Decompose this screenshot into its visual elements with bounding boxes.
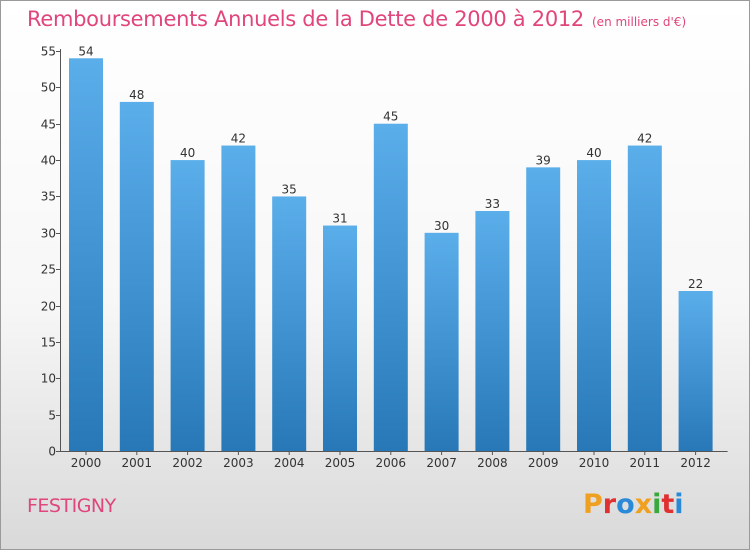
bar-2002 xyxy=(170,160,205,451)
bar-2007 xyxy=(424,232,459,451)
y-tick-label: 40 xyxy=(41,154,56,168)
x-tick-label-2011: 2011 xyxy=(630,456,661,470)
data-label-2001: 48 xyxy=(129,88,144,102)
data-label-2002: 40 xyxy=(180,146,195,160)
y-axis: 0 5 10 15 20 25 30 35 40 45 50 55 xyxy=(41,45,61,459)
x-tick-label-2009: 2009 xyxy=(528,456,559,470)
chart-unit: (en milliers d'€) xyxy=(592,15,687,29)
data-label-2003: 42 xyxy=(231,132,246,146)
logo-letter: r xyxy=(602,489,617,520)
x-tick-label-2001: 2001 xyxy=(122,456,153,470)
bar-2008 xyxy=(475,211,510,451)
x-tick-label-2008: 2008 xyxy=(477,456,508,470)
bar-2005 xyxy=(323,225,357,451)
data-label-2012: 22 xyxy=(688,277,703,291)
x-axis: 2000 2001 2002 2003 2004 2005 2006 2007 2008 2009… xyxy=(60,451,728,470)
data-label-2007: 30 xyxy=(434,219,449,233)
logo-letter: x xyxy=(634,489,653,520)
x-tick-label-2012: 2012 xyxy=(680,456,711,470)
bars xyxy=(69,58,713,452)
x-tick-label-2003: 2003 xyxy=(223,456,254,470)
data-label-2006: 45 xyxy=(383,110,398,124)
y-tick-label: 45 xyxy=(41,118,56,132)
bar-2004 xyxy=(272,196,307,451)
data-label-2000: 54 xyxy=(78,44,93,58)
logo-letter: o xyxy=(616,489,635,520)
commune-name: FESTIGNY xyxy=(27,495,116,517)
bar-2000 xyxy=(69,58,103,451)
bar-2011 xyxy=(627,145,662,451)
data-label-2009: 39 xyxy=(536,153,551,167)
data-label-2008: 33 xyxy=(485,197,500,211)
x-tick-label-2002: 2002 xyxy=(172,456,203,470)
y-tick-label: 30 xyxy=(41,227,56,241)
y-tick-label: 20 xyxy=(41,300,56,314)
x-tick-label-2000: 2000 xyxy=(71,456,102,470)
y-tick-label: 15 xyxy=(41,336,56,350)
x-tick-label-2007: 2007 xyxy=(426,456,457,470)
bar-2006 xyxy=(373,123,408,452)
logo-letter: i xyxy=(674,489,684,520)
y-tick-label: 25 xyxy=(41,263,56,277)
logo-letter: t xyxy=(661,489,675,520)
bar-2003 xyxy=(221,145,256,451)
data-label-2010: 40 xyxy=(586,146,601,160)
bar-2009 xyxy=(526,167,561,451)
logo-letter: P xyxy=(583,489,603,520)
y-tick-label: 10 xyxy=(41,372,56,386)
x-tick-label-2006: 2006 xyxy=(376,456,407,470)
bar-2012 xyxy=(678,291,713,451)
y-tick-label: 0 xyxy=(48,445,56,459)
chart-title: Remboursements Annuels de la Dette de 20… xyxy=(27,7,584,31)
title-row: Remboursements Annuels de la Dette de 20… xyxy=(27,7,686,31)
x-tick-label-2010: 2010 xyxy=(579,456,610,470)
y-tick-label: 5 xyxy=(48,409,56,423)
data-label-2011: 42 xyxy=(637,132,652,146)
logo-letter: i xyxy=(652,489,662,520)
data-labels: 54 48 40 42 35 31 45 30 33 39 40 42 22 xyxy=(78,44,703,291)
y-tick-label: 35 xyxy=(41,190,56,204)
x-tick-label-2004: 2004 xyxy=(274,456,305,470)
proxiti-logo[interactable]: Proxiti xyxy=(583,489,684,520)
y-tick-label: 50 xyxy=(41,81,56,95)
data-label-2005: 31 xyxy=(332,212,347,226)
x-tick-label-2005: 2005 xyxy=(325,456,356,470)
y-tick-label: 55 xyxy=(41,45,56,59)
bar-2010 xyxy=(577,160,611,451)
bar-2001 xyxy=(119,101,154,451)
data-label-2004: 35 xyxy=(282,182,297,196)
